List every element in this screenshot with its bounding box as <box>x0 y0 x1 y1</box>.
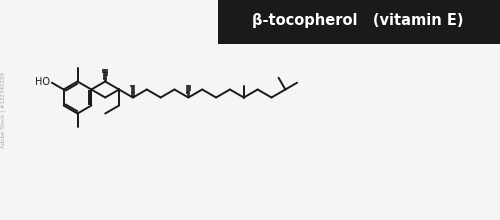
Text: Adobe Stock | #132340259: Adobe Stock | #132340259 <box>0 72 6 148</box>
Text: HO: HO <box>35 77 50 87</box>
Text: β-tocopherol   (vitamin E): β-tocopherol (vitamin E) <box>252 13 463 28</box>
